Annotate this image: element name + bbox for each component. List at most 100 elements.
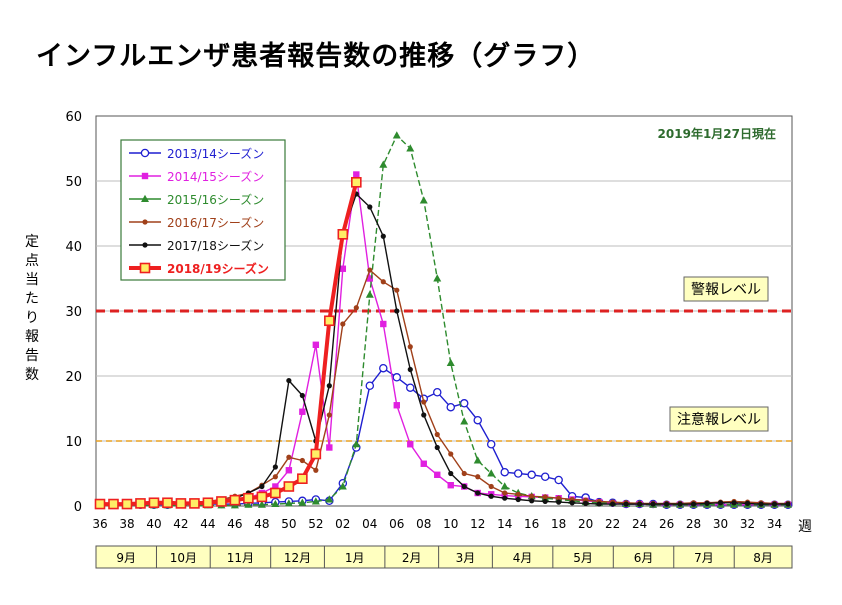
data-point [475, 474, 481, 480]
month-label: 10月 [170, 551, 197, 565]
x-tick-label: 10 [443, 517, 458, 531]
data-point [473, 415, 482, 425]
data-point [527, 470, 536, 480]
data-point [406, 383, 415, 392]
data-point [142, 219, 148, 225]
data-point [121, 498, 133, 510]
y-axis-label-char: 点 [25, 253, 39, 269]
data-point [407, 366, 413, 373]
data-point [272, 483, 279, 490]
y-tick-label: 40 [65, 240, 82, 255]
data-point [272, 474, 278, 480]
data-point [434, 444, 440, 451]
data-point [461, 483, 467, 490]
data-point [299, 457, 305, 464]
data-point [704, 500, 710, 506]
data-point [202, 497, 214, 509]
data-point [475, 490, 481, 496]
y-axis-label-char: 定 [25, 234, 39, 250]
y-tick-label: 10 [65, 435, 82, 450]
alert-level-label: 警報レベル [683, 276, 769, 302]
data-point [259, 483, 265, 490]
legend-label: 2018/19シーズン [167, 261, 269, 276]
legend-item: 2016/17シーズン [129, 215, 264, 230]
legend-box [120, 139, 286, 281]
y-axis-label-char: 数 [25, 367, 39, 383]
data-point [324, 315, 335, 327]
month-label: 5月 [573, 551, 593, 565]
data-point [353, 171, 360, 178]
data-point [758, 501, 764, 507]
data-point [434, 471, 441, 478]
data-point [297, 473, 308, 485]
data-point [394, 308, 400, 314]
x-tick-label: 04 [362, 517, 377, 531]
data-point [139, 262, 151, 274]
data-point [717, 500, 724, 506]
data-point [285, 467, 293, 474]
data-point [352, 440, 361, 448]
label-text: 注意報レベル [677, 411, 761, 428]
data-point [325, 495, 334, 503]
data-point [286, 377, 292, 384]
month-label: 1月 [345, 551, 365, 565]
month-label: 2月 [402, 551, 422, 565]
month-label: 11月 [227, 551, 254, 565]
page-title: インフルエンザ患者報告数の推移（グラフ） [36, 41, 596, 72]
x-tick-label: 34 [767, 517, 782, 531]
data-point [433, 274, 442, 282]
month-label: 9月 [116, 551, 136, 565]
data-point [142, 242, 148, 248]
x-tick-label: 36 [92, 517, 107, 531]
x-tick-label: 02 [335, 517, 350, 531]
data-point [299, 392, 305, 399]
x-tick-label: 26 [659, 517, 674, 531]
x-tick-label: 14 [497, 517, 512, 531]
data-point [229, 494, 241, 506]
legend-label: 2014/15シーズン [167, 169, 264, 184]
month-label: 3月 [456, 551, 476, 565]
data-point [298, 498, 307, 506]
x-tick-label: 12 [470, 517, 485, 531]
x-tick-label: 08 [416, 517, 431, 531]
legend-item: 2014/15シーズン [129, 169, 264, 184]
month-label: 4月 [513, 551, 533, 565]
data-point [420, 460, 427, 467]
legend: 2013/14シーズン 2014/15シーズン 2015/16シーズン 2016/17… [120, 139, 286, 281]
data-point [392, 373, 402, 382]
data-point [421, 399, 427, 405]
legend-item: 2013/14シーズン [129, 146, 264, 161]
data-point [243, 492, 254, 504]
data-point [271, 499, 280, 508]
data-point [380, 320, 387, 328]
x-tick-label: 52 [308, 517, 323, 531]
data-point [771, 501, 778, 507]
data-point [690, 501, 697, 507]
data-point [447, 482, 454, 489]
data-point [473, 456, 482, 464]
data-point [407, 344, 413, 350]
data-point [311, 497, 320, 505]
data-point [515, 496, 521, 503]
legend-item: 2015/16シーズン [129, 192, 264, 207]
data-point [623, 501, 629, 507]
data-point [556, 495, 562, 501]
data-point [663, 501, 670, 507]
data-point [141, 172, 149, 180]
y-axis-label-char: 報 [25, 329, 39, 345]
data-point [677, 501, 683, 507]
data-point [500, 482, 509, 490]
data-point [515, 491, 521, 497]
data-point [326, 412, 332, 418]
x-tick-label: 50 [281, 517, 296, 531]
data-point [542, 494, 548, 500]
data-point [148, 497, 160, 509]
data-point [596, 501, 602, 507]
x-tick-label: 24 [632, 517, 647, 531]
data-point [339, 265, 347, 272]
y-tick-label: 20 [65, 370, 82, 385]
x-tick-label: 30 [713, 517, 728, 531]
data-point [610, 501, 616, 507]
data-point [313, 467, 319, 473]
